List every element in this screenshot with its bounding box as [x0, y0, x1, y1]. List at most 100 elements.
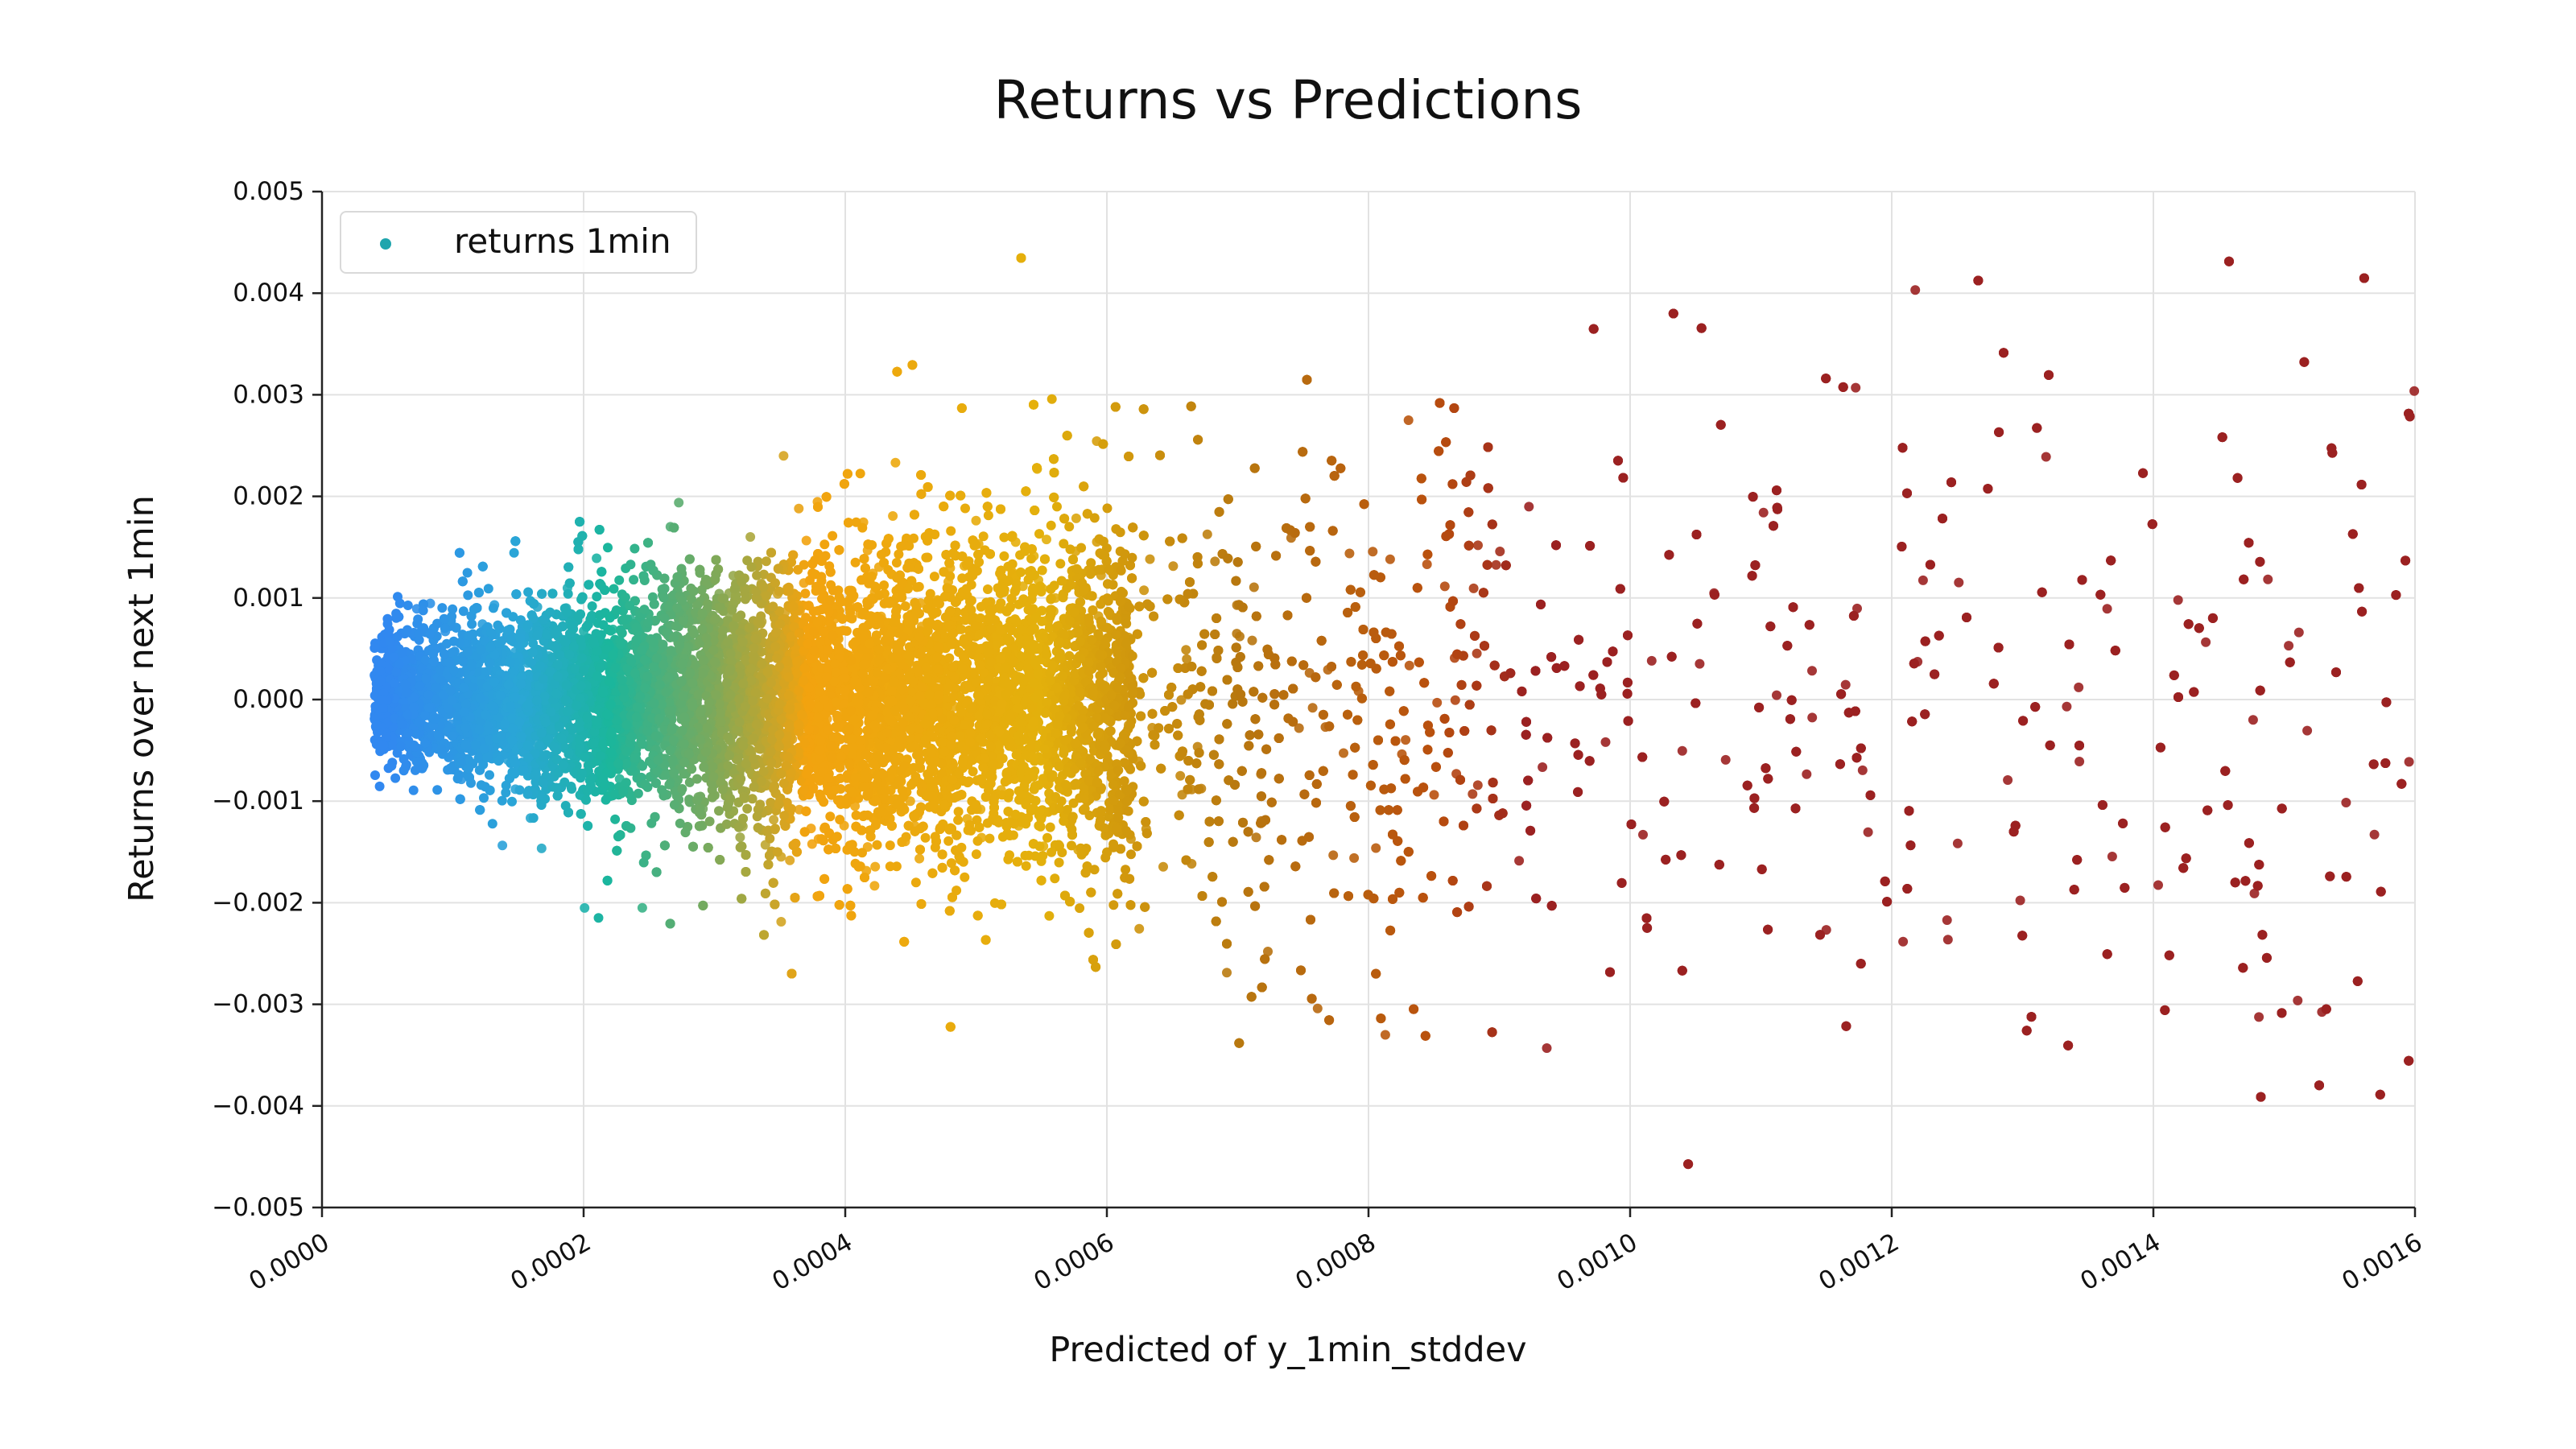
- scatter-point: [2293, 995, 2303, 1005]
- scatter-point: [1918, 575, 1928, 585]
- scatter-points: [369, 253, 2420, 1170]
- scatter-point: [890, 457, 901, 468]
- scatter-point: [1202, 529, 1212, 539]
- scatter-point: [1404, 660, 1414, 671]
- scatter-point: [905, 796, 915, 807]
- scatter-point: [1139, 585, 1150, 596]
- scatter-point: [1432, 697, 1443, 708]
- scatter-point: [2107, 852, 2117, 861]
- scatter-point: [1852, 603, 1862, 613]
- scatter-point: [776, 917, 786, 927]
- scatter-point: [870, 861, 881, 872]
- scatter-point: [1942, 935, 1953, 945]
- scatter-point: [1910, 285, 1921, 295]
- scatter-point: [2102, 604, 2112, 614]
- scatter-point: [2153, 880, 2163, 890]
- scatter-point: [1042, 535, 1051, 545]
- scatter-point: [1758, 507, 1769, 518]
- scatter-point: [1473, 540, 1483, 551]
- scatter-point: [1251, 832, 1261, 843]
- scatter-point: [1328, 850, 1339, 861]
- scatter-point: [2302, 725, 2313, 736]
- scatter-point: [1176, 695, 1187, 705]
- scatter-point: [1182, 654, 1192, 664]
- scatter-point: [794, 503, 804, 514]
- scatter-point: [735, 832, 745, 843]
- scatter-point: [2041, 452, 2051, 462]
- scatter-point: [2248, 715, 2258, 725]
- scatter-point: [1401, 735, 1411, 745]
- scatter-point: [801, 535, 811, 546]
- scatter-point: [1538, 762, 1548, 772]
- scatter-point: [778, 451, 789, 461]
- scatter-point: [1175, 770, 1186, 781]
- scatter-point: [971, 515, 981, 526]
- scatter-point: [1210, 556, 1220, 567]
- scatter-point: [637, 902, 647, 913]
- scatter-point: [1368, 547, 1378, 557]
- scatter-point: [2074, 757, 2085, 766]
- scatter-point: [1339, 748, 1348, 758]
- scatter-point: [1600, 737, 1611, 747]
- scatter-point: [1954, 577, 1964, 588]
- scatter-point: [2015, 895, 2025, 906]
- scatter-point: [2284, 641, 2294, 651]
- scatter-point: [1802, 769, 1812, 779]
- scatter-point: [1495, 547, 1505, 556]
- scatter-point: [1439, 581, 1450, 592]
- scatter-point: [1772, 690, 1781, 700]
- scatter-point: [1450, 695, 1460, 705]
- scatter-point: [1344, 548, 1355, 559]
- scatter-point: [914, 853, 925, 864]
- scatter-point: [888, 511, 898, 521]
- scatter-point: [1422, 559, 1432, 569]
- scatter-point: [1168, 561, 1179, 572]
- scatter-point: [1472, 648, 1482, 658]
- scatter-point: [1158, 861, 1168, 872]
- scatter-point: [1263, 947, 1273, 956]
- scatter-point: [1695, 658, 1705, 669]
- scatter-point: [1952, 838, 1963, 848]
- scatter-point: [769, 815, 779, 825]
- scatter-point: [2369, 829, 2380, 840]
- scatter-point: [1840, 679, 1851, 690]
- scatter-point: [1468, 583, 1479, 593]
- scatter-point: [1222, 968, 1232, 978]
- scatter-point: [2263, 574, 2273, 584]
- scatter-point: [592, 553, 602, 564]
- scatter-point: [2201, 637, 2211, 647]
- scatter-point: [1807, 666, 1817, 676]
- scatter-point: [1371, 843, 1381, 853]
- scatter-point: [1071, 513, 1081, 523]
- scatter-point: [1491, 559, 1501, 570]
- scatter-point: [1403, 415, 1414, 425]
- scatter-point: [1235, 631, 1245, 642]
- scatter-point: [2173, 595, 2183, 605]
- scatter-point: [2062, 701, 2072, 712]
- scatter-point: [1851, 382, 1861, 393]
- scatter-point: [1349, 852, 1360, 863]
- scatter-point: [674, 497, 684, 508]
- scatter-point: [1807, 712, 1818, 723]
- scatter-point: [1942, 915, 1952, 925]
- scatter-point: [536, 843, 547, 853]
- scatter-point: [1524, 502, 1534, 512]
- scatter-point: [2003, 775, 2013, 785]
- scatter-point: [1385, 554, 1395, 564]
- scatter-point: [1863, 827, 1873, 837]
- scatter-point: [2409, 386, 2420, 396]
- scatter-point: [785, 855, 795, 865]
- scatter-point: [580, 902, 590, 913]
- scatter-point: [1472, 780, 1483, 791]
- scatter-point: [1145, 554, 1155, 564]
- scatter-point: [1247, 635, 1257, 646]
- scatter-point: [1429, 790, 1439, 800]
- scatter-point: [1134, 923, 1145, 934]
- scatter-point: [1542, 1043, 1552, 1053]
- scatter-point: [1646, 655, 1657, 666]
- scatter-point: [1249, 582, 1259, 592]
- scatter-point: [1294, 723, 1304, 733]
- scatter-point: [1677, 745, 1687, 756]
- scatter-point: [1312, 1003, 1323, 1013]
